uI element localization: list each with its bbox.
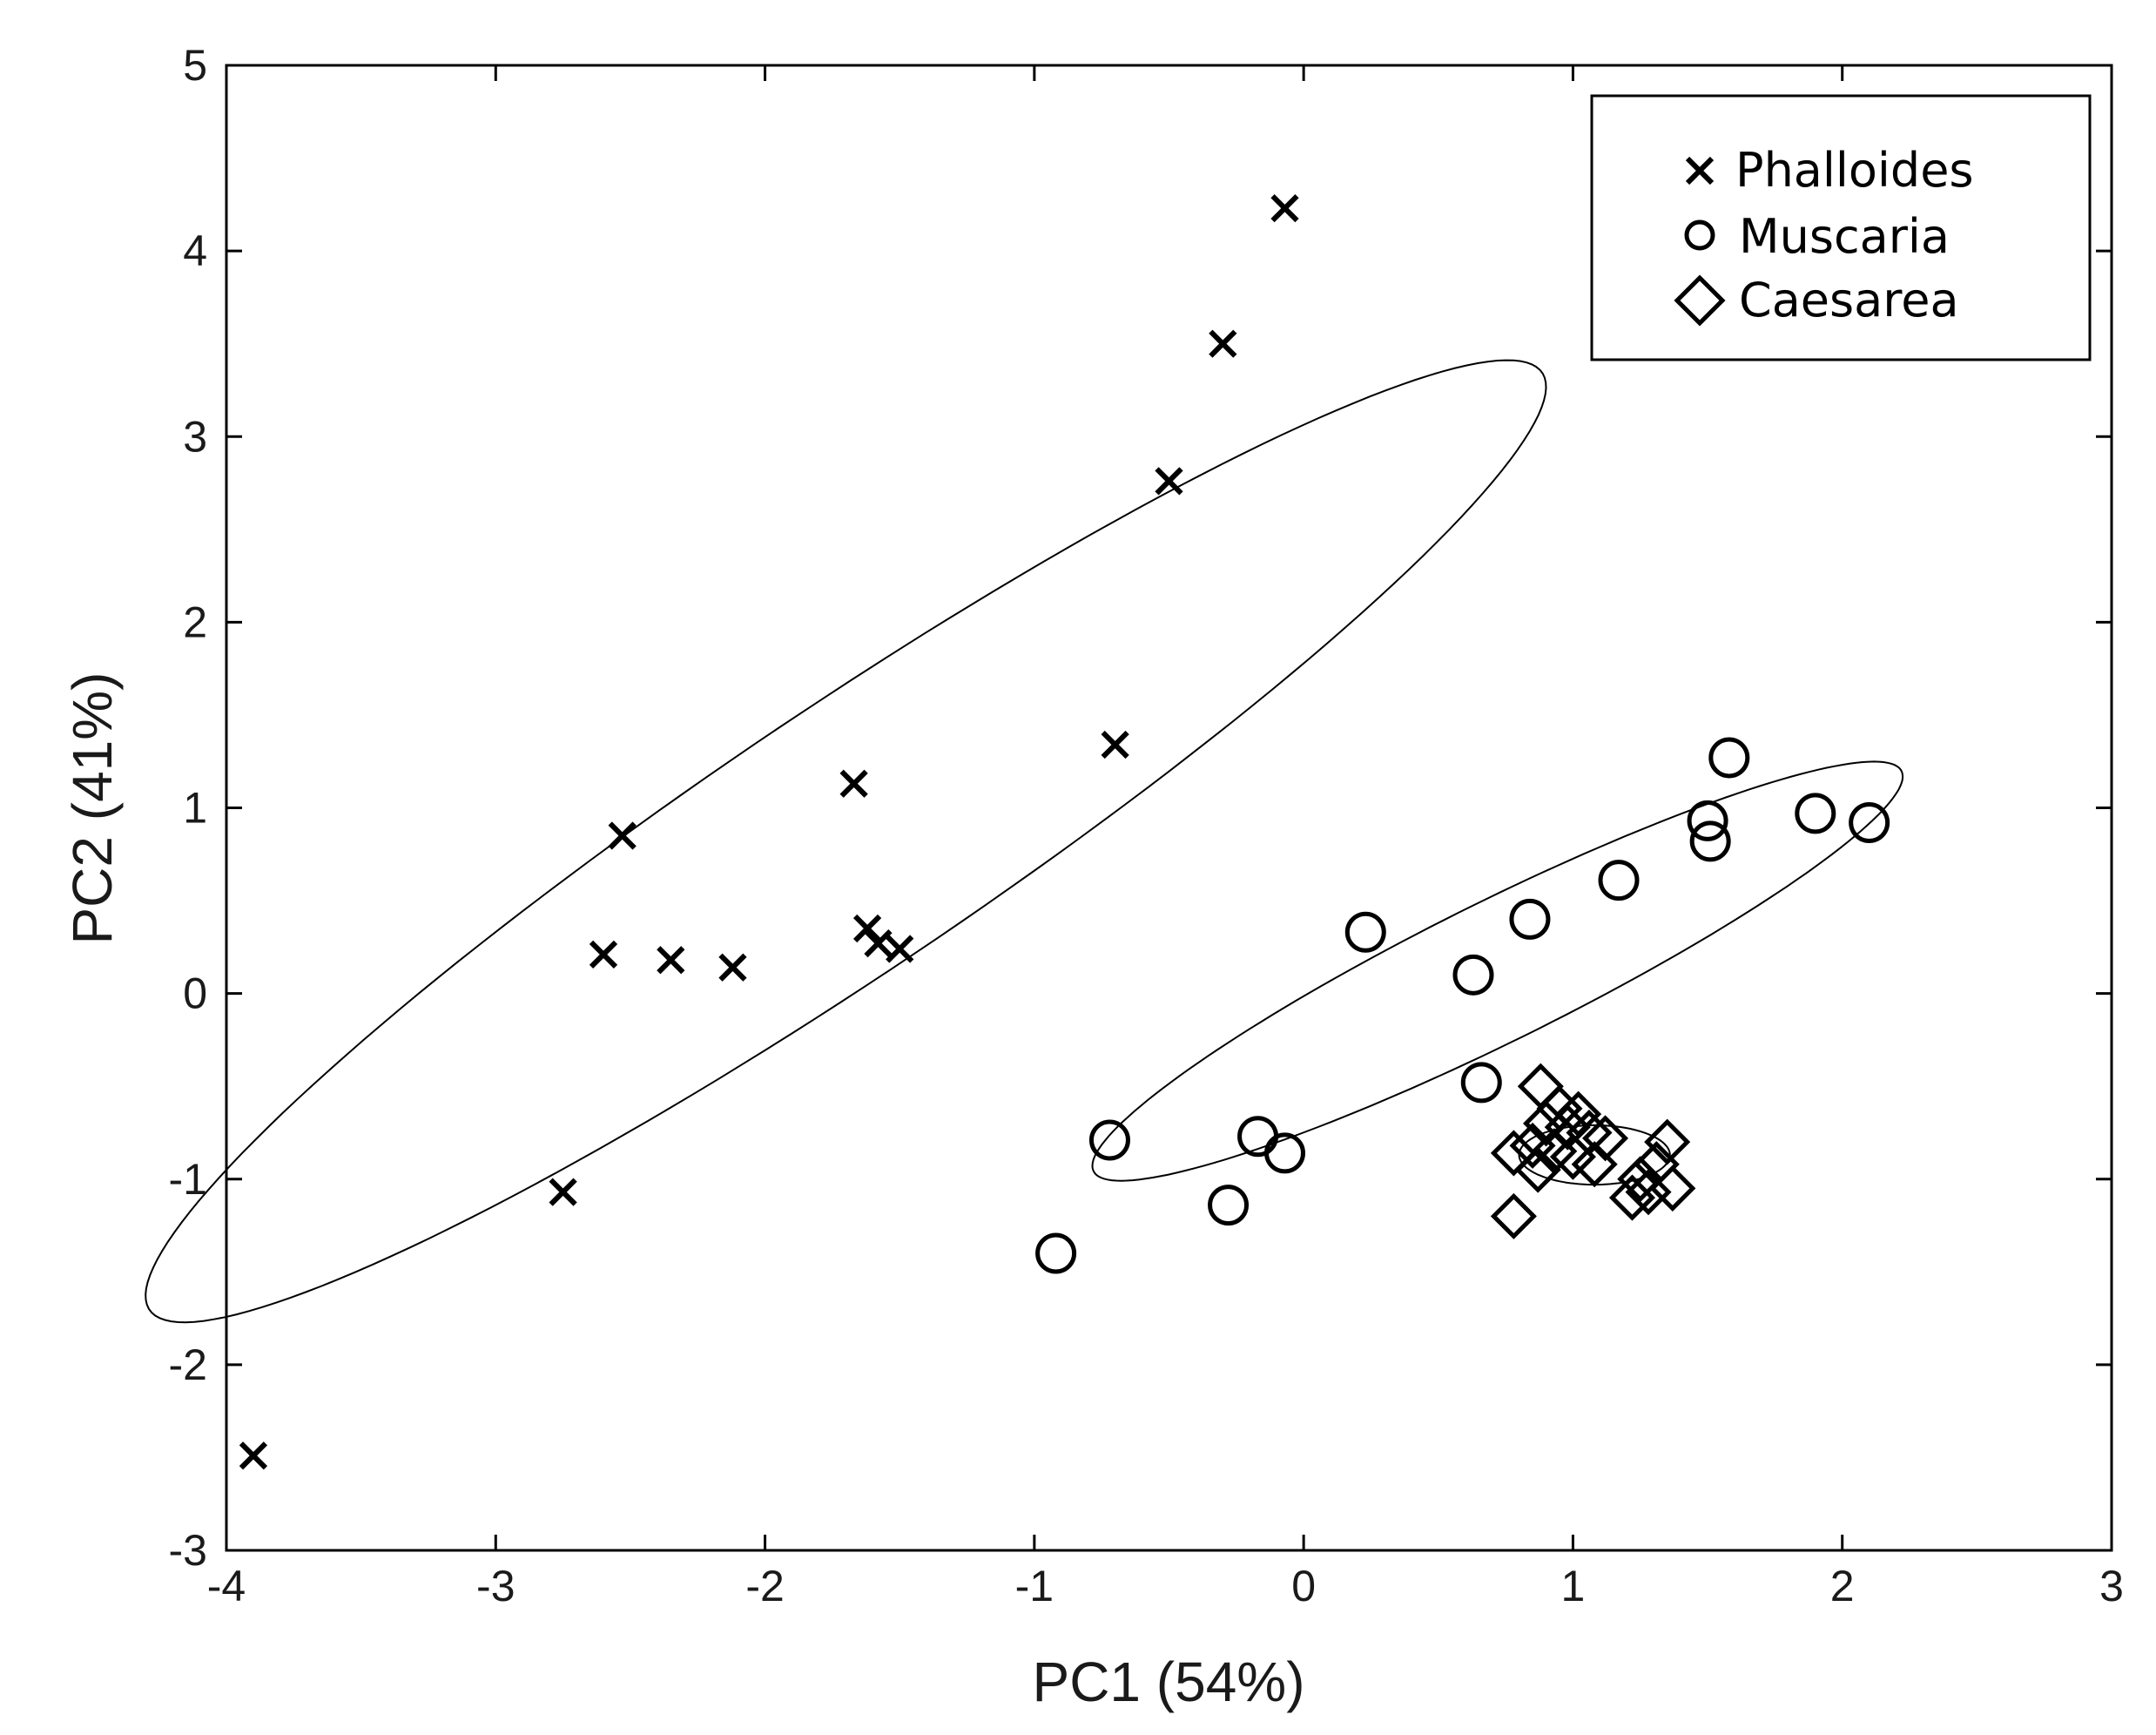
- point-phalloides: [839, 769, 868, 798]
- x-tick-label: 2: [1830, 1562, 1855, 1610]
- point-phalloides: [657, 946, 685, 975]
- point-caesarea: [1649, 1165, 1696, 1212]
- point-caesarea: [1582, 1115, 1629, 1162]
- point-phalloides: [1155, 467, 1183, 496]
- point-caesarea: [1490, 1130, 1537, 1177]
- point-muscaria: [1452, 954, 1494, 996]
- legend-box: [1590, 94, 2092, 361]
- legend: Phalloides Muscaria Caesarea: [1590, 94, 2092, 361]
- ellipse-muscaria: [1091, 760, 1904, 1182]
- x-tick-label: 1: [1561, 1562, 1586, 1610]
- legend-x-marker-icon: [1685, 156, 1715, 186]
- x-tick-label: -4: [207, 1562, 246, 1610]
- x-tick-label: 3: [2099, 1562, 2124, 1610]
- y-axis-title: PC2 (41%): [61, 672, 124, 945]
- x-axis-title: PC1 (54%): [1033, 1651, 1305, 1713]
- y-tick-label: -1: [169, 1155, 207, 1204]
- point-muscaria: [1460, 1062, 1502, 1104]
- point-muscaria: [1598, 860, 1640, 901]
- point-phalloides: [608, 821, 637, 850]
- legend-circle-marker: [1684, 219, 1715, 251]
- y-tick-label: 3: [183, 412, 207, 461]
- point-muscaria: [1208, 1185, 1250, 1226]
- y-tick-label: 4: [183, 226, 207, 275]
- point-phalloides: [239, 1441, 268, 1470]
- point-phalloides: [1101, 730, 1129, 759]
- x-tick-label: 0: [1291, 1562, 1316, 1610]
- point-phalloides: [589, 940, 618, 969]
- y-tick-label: 1: [183, 784, 207, 833]
- point-muscaria: [1263, 1132, 1305, 1174]
- point-muscaria: [1708, 737, 1750, 779]
- point-muscaria: [1687, 800, 1728, 841]
- point-caesarea: [1514, 1146, 1561, 1193]
- point-phalloides: [852, 914, 882, 943]
- point-muscaria: [1509, 898, 1551, 940]
- point-caesarea: [1571, 1141, 1618, 1188]
- x-tick-label: -1: [1015, 1562, 1054, 1610]
- point-phalloides: [1209, 329, 1237, 358]
- point-caesarea: [1625, 1169, 1672, 1216]
- y-tick-label: -2: [169, 1340, 207, 1389]
- y-tick-label: 5: [183, 41, 207, 90]
- point-muscaria: [1849, 802, 1890, 844]
- point-phalloides: [864, 928, 893, 958]
- point-caesarea: [1617, 1156, 1664, 1203]
- y-tick-label: 0: [183, 969, 207, 1018]
- ellipse-phalloides: [145, 359, 1547, 1324]
- legend-label-phalloides: Phalloides: [1735, 143, 1974, 198]
- point-phalloides: [718, 953, 747, 982]
- point-caesarea: [1490, 1192, 1537, 1239]
- point-muscaria: [1035, 1232, 1077, 1274]
- point-phalloides: [549, 1178, 577, 1206]
- point-phalloides: [1270, 193, 1299, 223]
- y-tick-label: -3: [169, 1526, 207, 1575]
- legend-label-caesarea: Caesarea: [1739, 273, 1959, 327]
- legend-circle-marker-icon: [1684, 219, 1715, 251]
- x-tick-label: -2: [745, 1562, 784, 1610]
- point-muscaria: [1088, 1119, 1130, 1161]
- point-caesarea: [1644, 1118, 1691, 1165]
- legend-label-muscaria: Muscaria: [1739, 209, 1950, 264]
- point-phalloides: [886, 935, 914, 963]
- points-layer: [239, 193, 1890, 1470]
- point-muscaria: [1795, 793, 1836, 834]
- legend-diamond-marker: [1674, 274, 1726, 327]
- legend-diamond-marker-icon: [1674, 274, 1726, 327]
- point-muscaria: [1344, 911, 1386, 953]
- legend-x-marker: [1685, 156, 1715, 186]
- y-tick-label: 2: [183, 597, 207, 646]
- point-muscaria: [1689, 820, 1731, 862]
- x-tick-label: -3: [476, 1562, 515, 1610]
- tick-layer: [225, 64, 2113, 1552]
- point-caesarea: [1608, 1174, 1656, 1221]
